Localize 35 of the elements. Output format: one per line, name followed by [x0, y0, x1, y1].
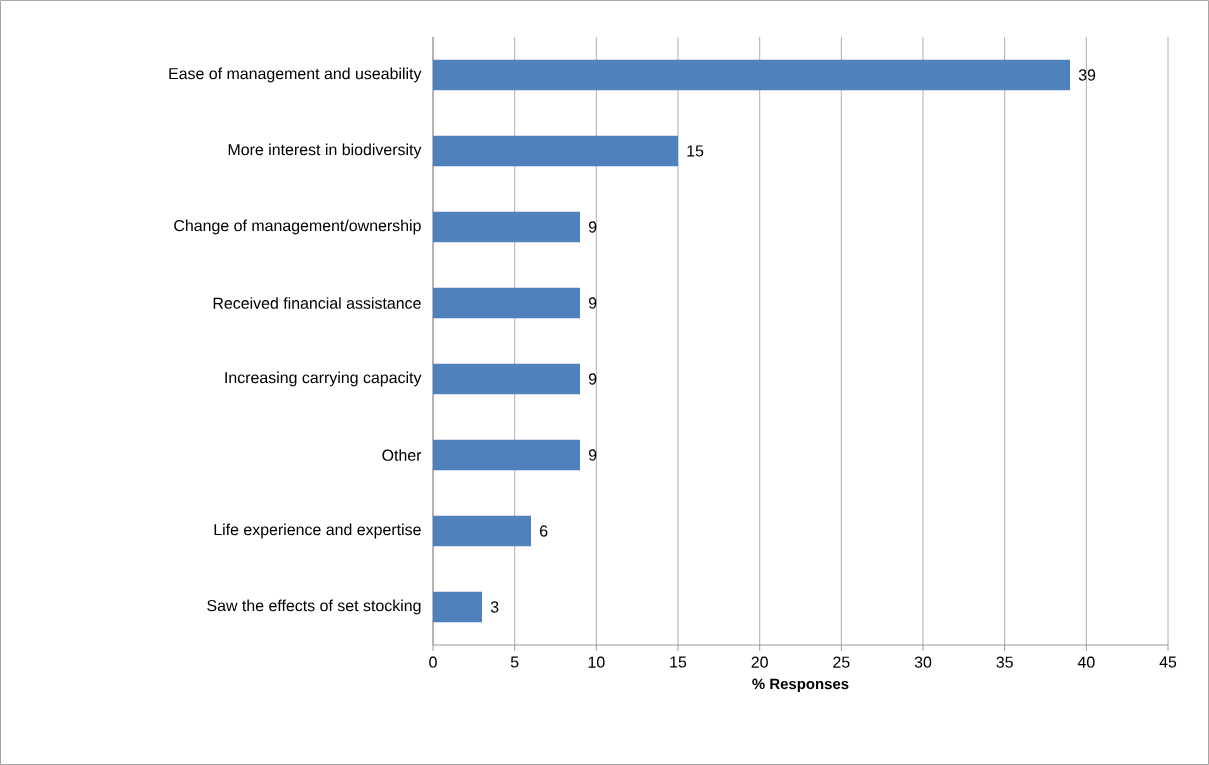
data-label: 9: [588, 373, 597, 385]
y-tick-label: Change of management/ownership: [174, 219, 421, 235]
bar: [433, 591, 483, 623]
bar: [433, 59, 1071, 91]
x-axis-title: % Responses: [752, 678, 849, 693]
data-label: 9: [588, 221, 597, 233]
x-tick-label: 45: [1159, 656, 1177, 668]
x-tick-label: 5: [510, 656, 519, 668]
y-tick-label: Saw the effects of set stocking: [207, 599, 421, 615]
data-label: 9: [588, 449, 597, 461]
y-tick-label: Increasing carrying capacity: [225, 371, 422, 387]
data-label: 6: [540, 525, 548, 537]
x-tick-label: 20: [751, 656, 768, 668]
y-tick-label: Ease of management and useability: [169, 67, 422, 83]
data-label: 15: [687, 145, 704, 157]
data-label: 3: [490, 601, 499, 613]
data-label: 9: [588, 297, 597, 309]
x-tick-label: 35: [996, 656, 1013, 668]
x-tick-label: 0: [429, 656, 437, 668]
x-tick-label: 15: [670, 656, 687, 668]
data-label: 39: [1078, 69, 1096, 81]
bar: [433, 439, 581, 471]
y-tick-label: Received financial assistance: [213, 297, 421, 309]
y-tick-label: Life experience and expertise: [214, 523, 421, 539]
y-tick-label: Other: [382, 449, 422, 461]
bar: [433, 515, 532, 547]
x-tick-label: 10: [588, 656, 605, 668]
x-tick-label: 40: [1077, 656, 1095, 668]
bar: [433, 287, 581, 319]
bar: [433, 211, 581, 243]
y-tick-label: More interest in biodiversity: [228, 143, 422, 159]
bar: [433, 363, 581, 395]
bar: [433, 135, 679, 167]
x-tick-label: 25: [833, 656, 850, 668]
x-tick-label: 30: [914, 656, 932, 668]
